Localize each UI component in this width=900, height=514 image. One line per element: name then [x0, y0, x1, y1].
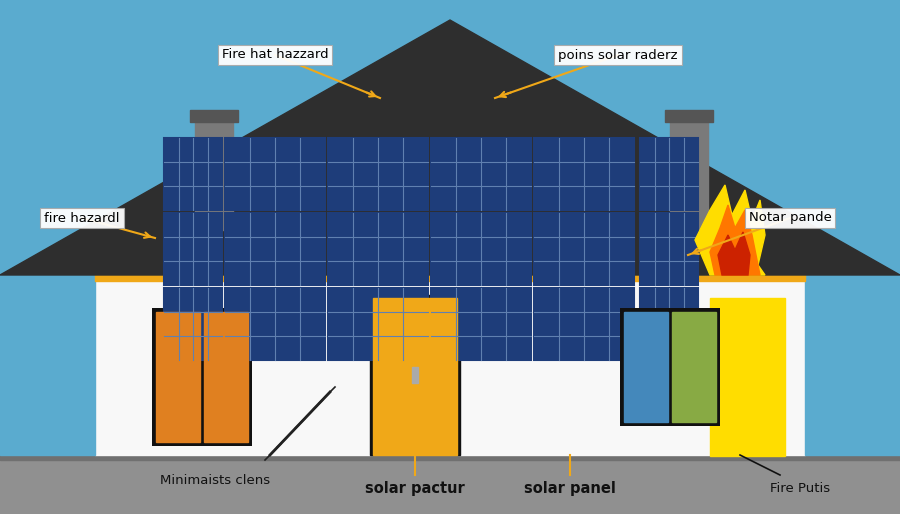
Bar	[640, 213, 698, 285]
Bar	[164, 288, 222, 360]
Text: poins solar raderz: poins solar raderz	[558, 48, 678, 62]
Bar	[370, 295, 460, 455]
Bar	[0, 455, 900, 460]
Bar	[95, 272, 805, 455]
Bar	[328, 288, 428, 360]
Bar	[624, 312, 668, 422]
Bar	[640, 288, 698, 360]
Polygon shape	[0, 20, 900, 275]
Bar	[640, 138, 698, 210]
Bar	[805, 272, 900, 455]
Text: Minimaists clens: Minimaists clens	[160, 473, 270, 486]
Bar	[670, 120, 708, 230]
Bar	[328, 213, 428, 285]
Polygon shape	[710, 205, 760, 275]
Bar	[328, 138, 428, 210]
Text: Notar pande: Notar pande	[749, 211, 832, 225]
Bar	[156, 312, 200, 442]
Bar	[665, 110, 713, 122]
Bar	[152, 308, 252, 446]
Bar	[710, 298, 785, 456]
Bar	[431, 213, 531, 285]
Bar	[431, 288, 531, 360]
Bar	[190, 110, 238, 122]
Bar	[164, 138, 222, 210]
Bar	[534, 288, 634, 360]
Bar	[204, 312, 248, 442]
Bar	[195, 120, 233, 230]
Bar	[225, 288, 325, 360]
Polygon shape	[695, 185, 765, 275]
Bar	[431, 138, 531, 210]
Bar	[95, 265, 805, 281]
Text: solar panel: solar panel	[524, 481, 616, 495]
Bar	[164, 213, 222, 285]
Bar	[373, 298, 457, 455]
Text: Fire Putis: Fire Putis	[770, 482, 830, 494]
Bar	[0, 455, 900, 514]
Bar	[672, 312, 716, 422]
Text: solar pactur: solar pactur	[365, 481, 465, 495]
Bar	[534, 213, 634, 285]
Bar	[0, 272, 95, 455]
Bar	[225, 213, 325, 285]
Text: Fire hat hazzard: Fire hat hazzard	[221, 48, 328, 62]
Bar	[412, 367, 418, 383]
Bar	[620, 308, 720, 426]
Text: fire hazardl: fire hazardl	[44, 211, 120, 225]
Bar	[534, 138, 634, 210]
Polygon shape	[718, 232, 750, 275]
Bar	[225, 138, 325, 210]
